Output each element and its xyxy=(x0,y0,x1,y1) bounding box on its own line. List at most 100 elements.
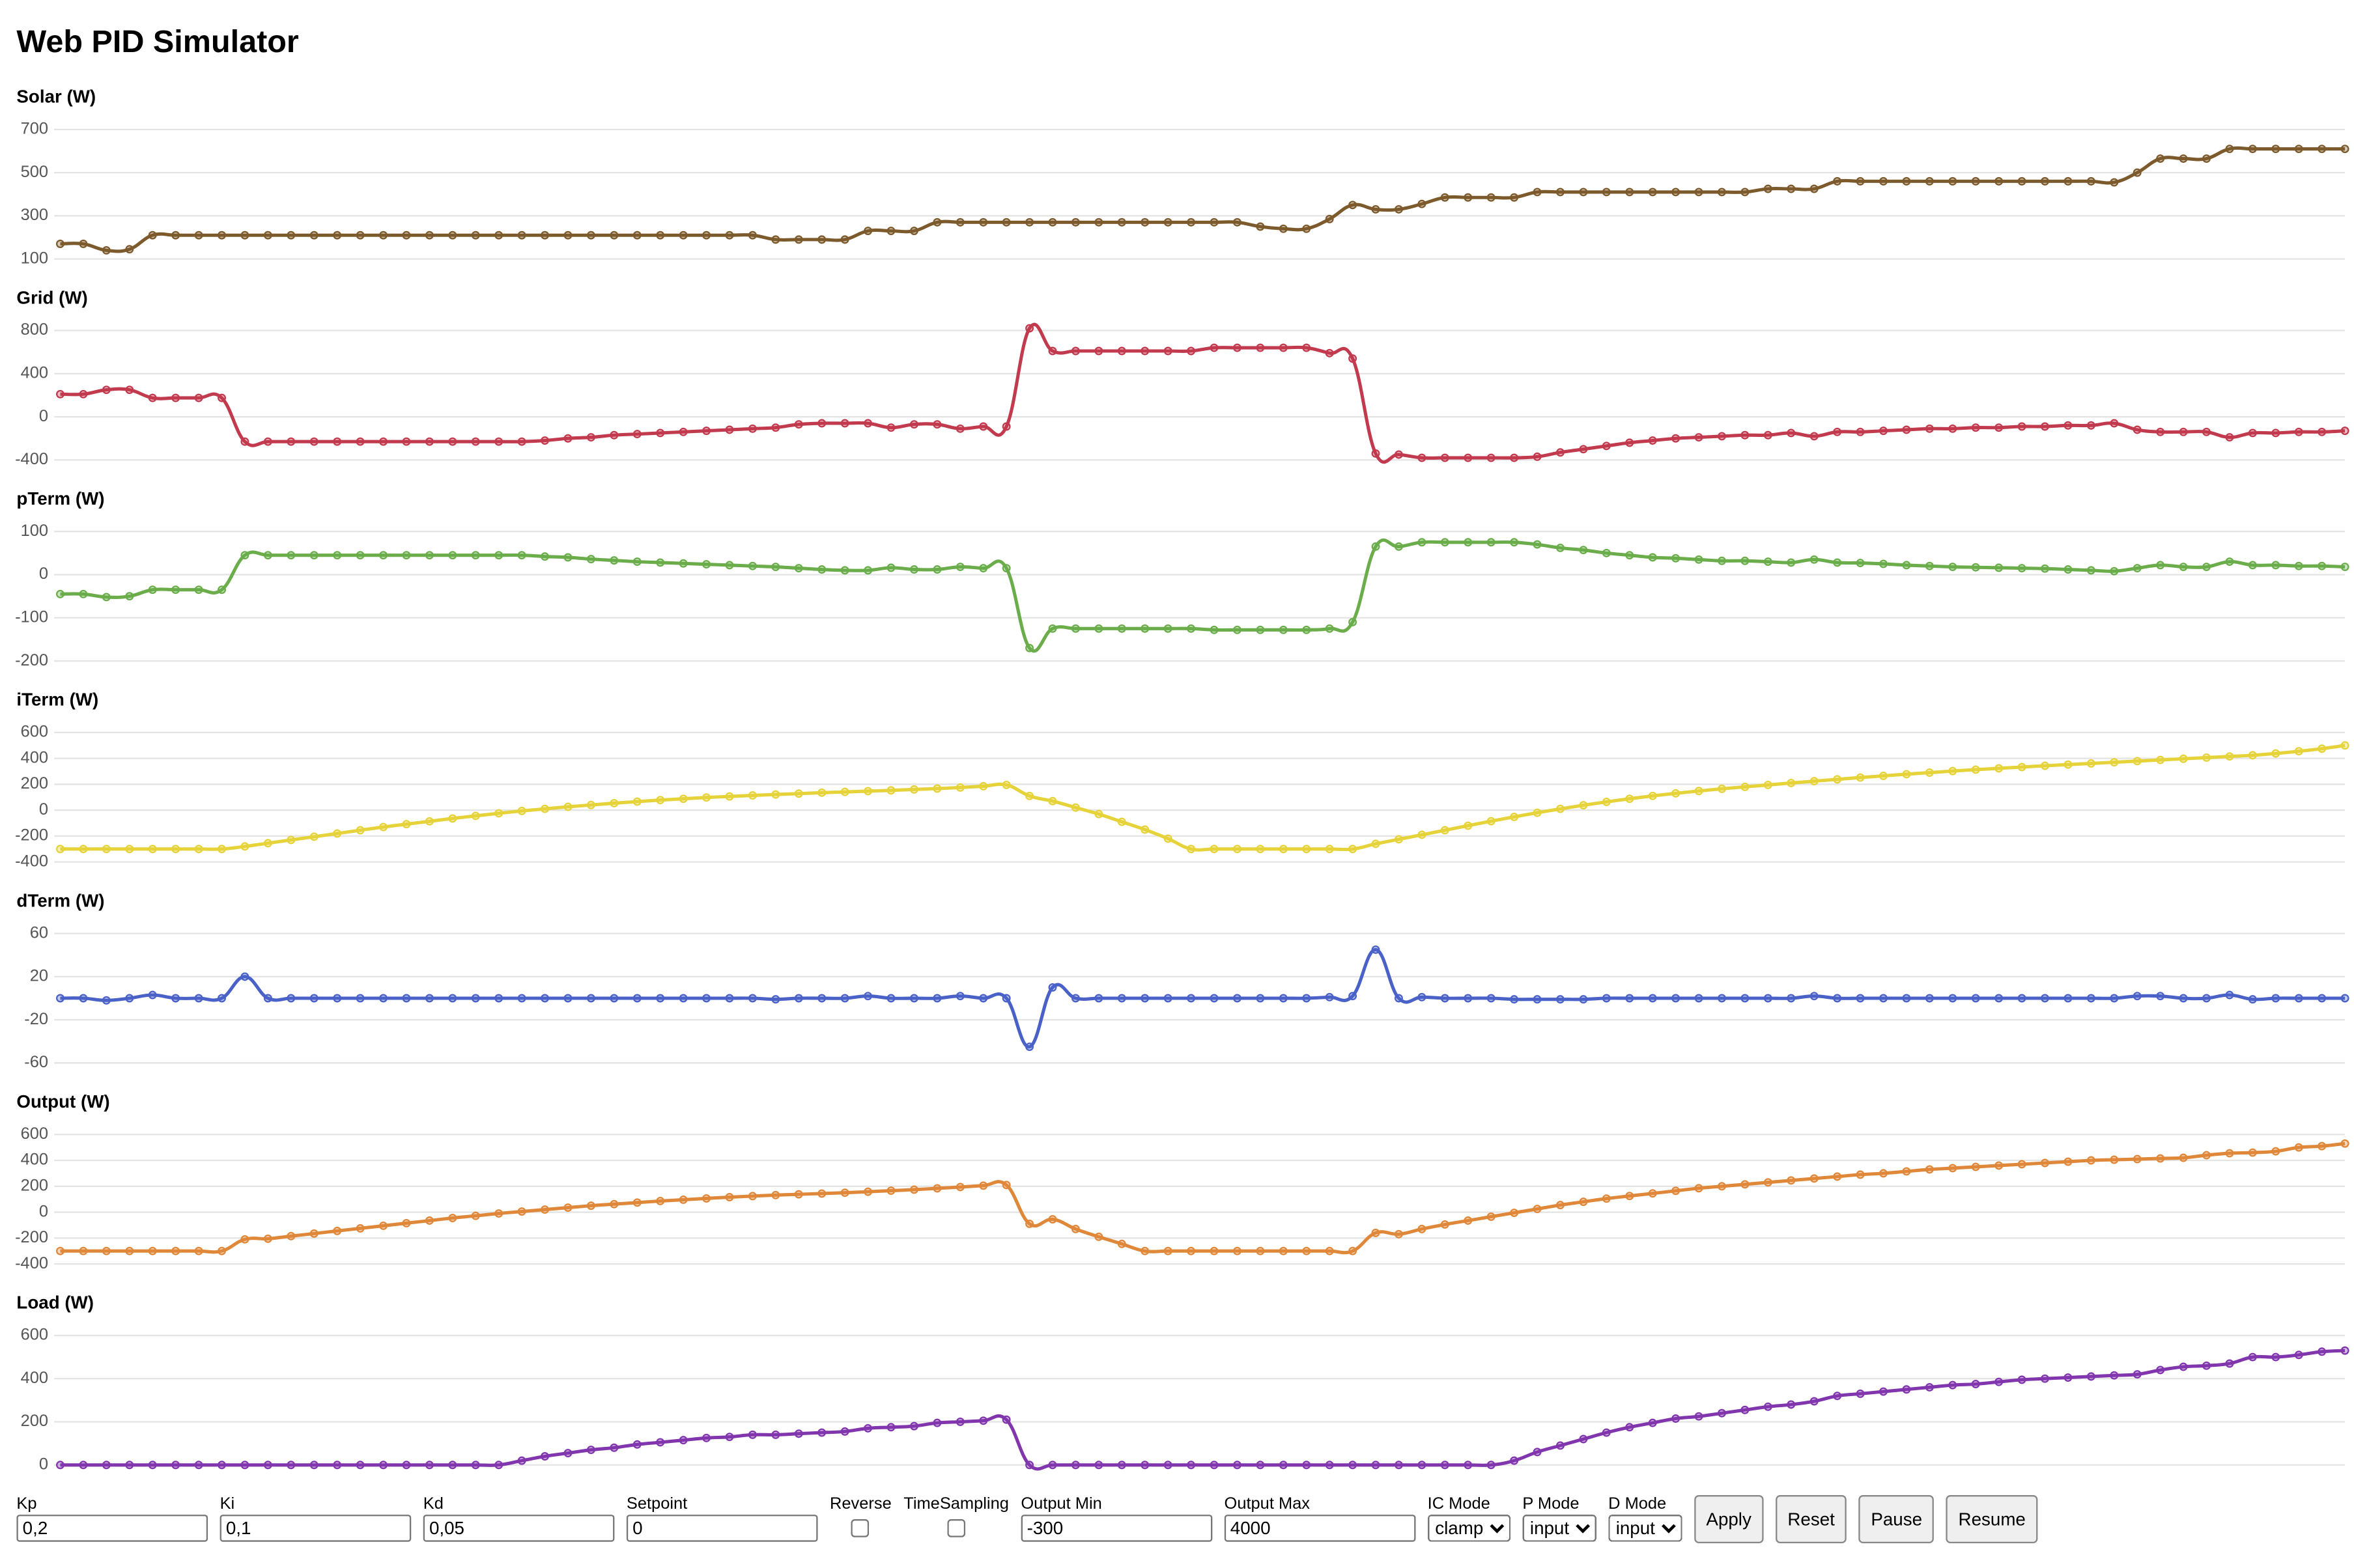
data-point xyxy=(1417,453,1426,462)
data-point xyxy=(632,1198,642,1207)
data-point xyxy=(1718,1182,1726,1191)
data-point xyxy=(240,1235,249,1244)
data-point xyxy=(1025,643,1034,652)
data-point xyxy=(1718,784,1726,793)
data-point xyxy=(2017,176,2026,186)
data-point xyxy=(586,555,595,564)
data-point xyxy=(725,994,734,1003)
data-point xyxy=(2156,1365,2165,1375)
data-point xyxy=(1833,558,1842,567)
text-input[interactable] xyxy=(16,1515,208,1542)
data-point xyxy=(517,1456,526,1465)
data-point xyxy=(1718,432,1726,441)
data-point xyxy=(864,787,873,796)
text-input[interactable] xyxy=(423,1515,615,1542)
data-point xyxy=(1371,204,1380,214)
data-point xyxy=(333,1461,342,1470)
data-point xyxy=(864,992,873,1001)
data-point xyxy=(1510,538,1519,547)
data-point xyxy=(1671,789,1680,798)
data-point xyxy=(1694,555,1703,564)
data-point xyxy=(840,566,849,575)
data-point xyxy=(1555,1201,1565,1210)
data-point xyxy=(1325,348,1334,357)
data-point xyxy=(1187,1461,1196,1470)
data-point xyxy=(1141,1246,1150,1255)
data-point xyxy=(1971,1380,1980,1388)
data-point xyxy=(148,231,157,240)
data-point xyxy=(656,231,665,240)
data-point xyxy=(2318,145,2327,154)
data-point xyxy=(425,1216,434,1225)
data-point xyxy=(56,589,64,598)
data-point xyxy=(632,994,642,1003)
data-point xyxy=(1256,343,1265,352)
y-tick-label: 0 xyxy=(39,1202,48,1220)
data-point xyxy=(1740,430,1750,440)
select[interactable]: clamp xyxy=(1427,1515,1510,1542)
data-point xyxy=(610,556,619,565)
data-point xyxy=(979,422,988,431)
text-input[interactable] xyxy=(220,1515,412,1542)
data-point xyxy=(1025,1461,1034,1470)
data-point xyxy=(171,585,180,595)
data-point xyxy=(1002,217,1011,227)
checkbox[interactable] xyxy=(851,1519,870,1537)
data-point xyxy=(2225,990,2234,1000)
select[interactable]: input xyxy=(1608,1515,1682,1542)
select[interactable]: input xyxy=(1522,1515,1596,1542)
data-point xyxy=(240,551,249,560)
data-point xyxy=(886,423,896,432)
data-point xyxy=(1809,777,1819,786)
data-point xyxy=(840,1188,849,1197)
data-point xyxy=(632,1440,642,1449)
data-point xyxy=(933,994,942,1003)
data-point xyxy=(448,1461,457,1470)
data-point xyxy=(1787,558,1796,567)
data-point xyxy=(356,994,365,1003)
data-point xyxy=(771,995,780,1004)
data-point xyxy=(79,1461,88,1470)
data-point xyxy=(979,1181,988,1190)
data-point xyxy=(2248,145,2257,154)
data-point xyxy=(1718,556,1726,565)
data-point xyxy=(1971,563,1980,572)
data-point xyxy=(933,1418,942,1427)
button[interactable]: Pause xyxy=(1858,1495,1935,1544)
data-point xyxy=(1809,432,1819,441)
checkbox[interactable] xyxy=(947,1519,965,1537)
data-point xyxy=(1394,835,1403,844)
data-point xyxy=(1417,992,1426,1001)
data-point xyxy=(1232,217,1241,227)
data-point xyxy=(379,231,388,240)
data-point xyxy=(356,231,365,240)
data-point xyxy=(1602,797,1611,806)
data-point xyxy=(287,551,296,560)
text-input[interactable] xyxy=(626,1515,818,1542)
data-point xyxy=(125,1246,134,1255)
data-point xyxy=(610,430,619,440)
data-point xyxy=(517,1207,526,1216)
data-point xyxy=(771,790,780,799)
data-point xyxy=(1740,188,1750,197)
data-point xyxy=(1809,1174,1819,1183)
button[interactable]: Apply xyxy=(1694,1495,1764,1544)
data-point xyxy=(817,788,827,797)
text-input[interactable] xyxy=(1224,1515,1416,1542)
data-point xyxy=(2294,145,2303,154)
button[interactable]: Resume xyxy=(1946,1495,2038,1544)
data-point xyxy=(1740,782,1750,791)
data-point xyxy=(1302,224,1311,233)
data-point xyxy=(1210,343,1219,352)
data-point xyxy=(1048,624,1057,633)
data-point xyxy=(1071,1461,1080,1470)
text-input[interactable] xyxy=(1021,1515,1213,1542)
data-point xyxy=(1302,994,1311,1003)
data-point xyxy=(379,994,388,1003)
data-point xyxy=(1510,995,1519,1004)
data-point xyxy=(1440,1220,1449,1229)
button[interactable]: Reset xyxy=(1775,1495,1847,1544)
field: Kp xyxy=(16,1495,208,1542)
data-point xyxy=(402,1461,411,1470)
y-tick-label: -200 xyxy=(15,651,48,669)
